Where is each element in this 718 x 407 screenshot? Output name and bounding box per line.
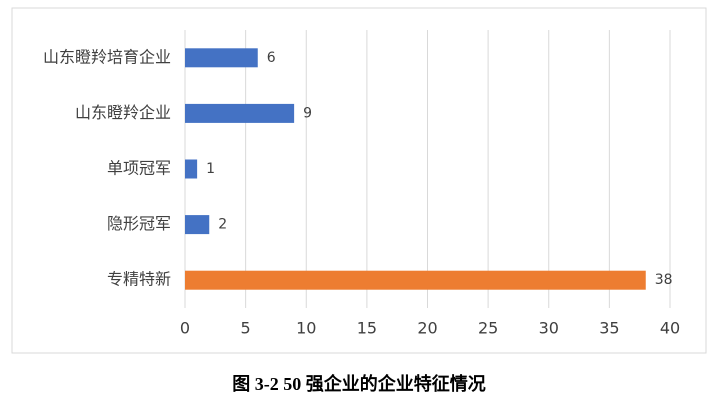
x-tick-label: 10	[296, 319, 316, 338]
x-tick-label: 40	[660, 319, 680, 338]
bar	[185, 159, 198, 179]
y-tick-label: 隐形冠军	[107, 214, 171, 233]
x-tick-label: 0	[180, 319, 190, 338]
data-label: 2	[218, 217, 227, 233]
x-tick-label: 25	[478, 319, 498, 338]
x-tick-label: 20	[417, 319, 437, 338]
bar	[185, 103, 295, 123]
y-tick-label: 山东瞪羚培育企业	[43, 47, 171, 66]
x-tick-label: 15	[357, 319, 377, 338]
x-tick-label: 35	[599, 319, 619, 338]
data-label: 1	[206, 161, 215, 177]
y-tick-label: 山东瞪羚企业	[75, 103, 171, 122]
y-tick-label: 单项冠军	[107, 159, 171, 178]
x-tick-label: 5	[241, 319, 251, 338]
chart-title: 图 3-2 50 强企业的企业特征情况	[232, 373, 486, 394]
chart-frame	[11, 7, 707, 354]
y-tick-label: 专精特新	[107, 270, 171, 289]
data-label: 9	[303, 105, 312, 121]
bar	[185, 270, 646, 290]
data-label: 38	[655, 272, 673, 288]
bar	[185, 215, 210, 235]
x-tick-label: 30	[539, 319, 559, 338]
bar	[185, 48, 258, 68]
data-label: 6	[267, 50, 276, 66]
